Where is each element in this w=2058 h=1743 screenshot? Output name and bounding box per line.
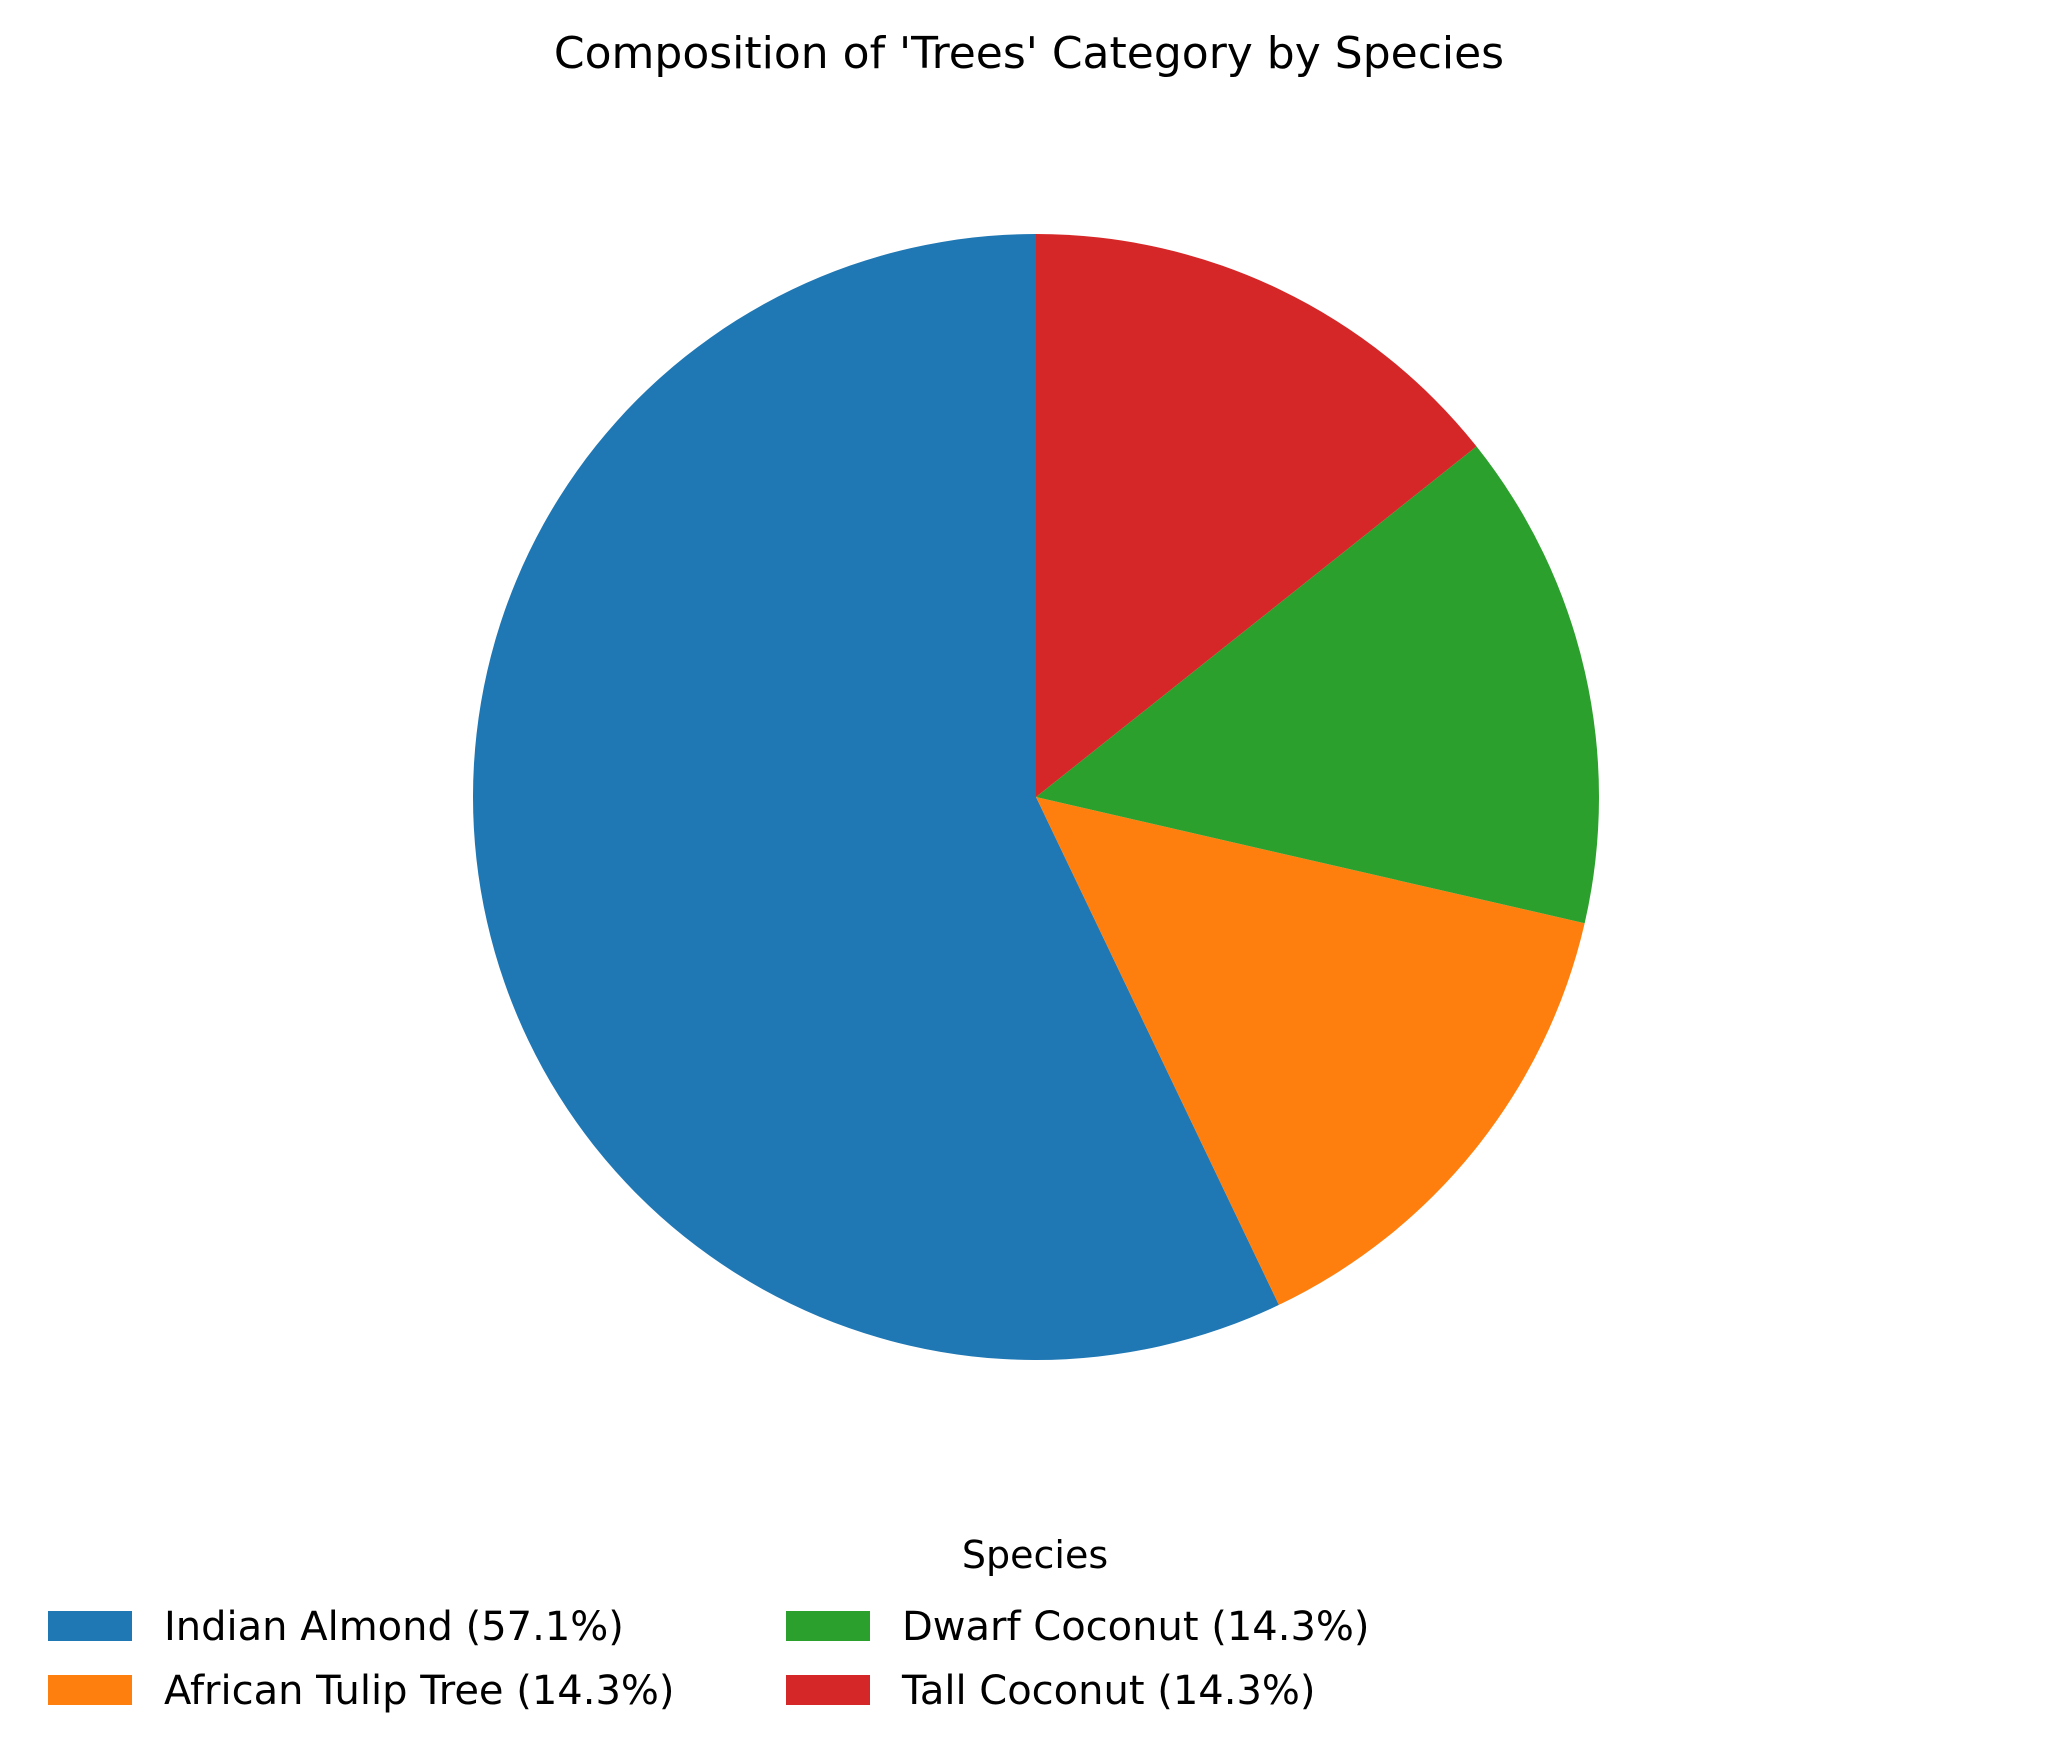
legend-swatch-1: [48, 1675, 132, 1705]
legend-title: Species: [962, 1533, 1108, 1577]
legend-label-2: Dwarf Coconut (14.3%): [902, 1604, 1370, 1650]
legend-label-1: African Tulip Tree (14.3%): [164, 1668, 675, 1714]
pie-slice-3: [1036, 234, 1477, 797]
legend-swatch-2: [786, 1611, 870, 1641]
chart-title: Composition of 'Trees' Category by Speci…: [554, 28, 1504, 79]
legend-label-3: Tall Coconut (14.3%): [901, 1668, 1316, 1714]
legend-label-0: Indian Almond (57.1%): [164, 1604, 624, 1650]
legend-swatch-3: [786, 1675, 870, 1705]
legend: Indian Almond (57.1%) African Tulip Tree …: [48, 1604, 1370, 1714]
pie-slices: [473, 234, 1599, 1360]
pie-slice-0: [473, 234, 1279, 1360]
pie-slice-1: [1036, 797, 1585, 1305]
pie-slice-2: [1036, 446, 1599, 924]
legend-swatch-0: [48, 1611, 132, 1641]
